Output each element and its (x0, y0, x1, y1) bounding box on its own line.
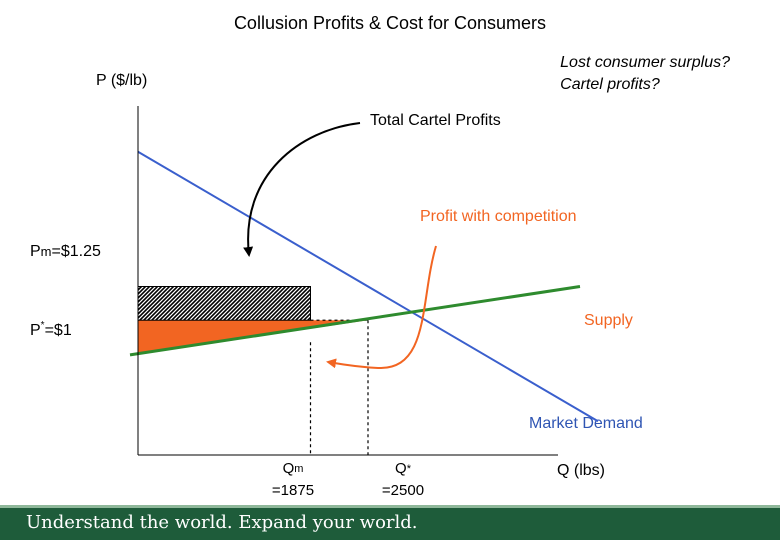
footer-accent-line (0, 505, 780, 508)
pm-sup: m (40, 244, 52, 259)
chart-canvas (129, 106, 599, 456)
market-demand-label: Market Demand (529, 415, 643, 432)
chart-title: Collusion Profits & Cost for Consumers (233, 13, 547, 33)
pstar-letter: P (30, 322, 41, 339)
qm-label: Qm =1875 (258, 458, 328, 502)
question-line-2: Cartel profits? (560, 76, 660, 93)
qstar-label: Q* =2500 (368, 458, 438, 502)
pm-value: =$1.25 (51, 243, 101, 260)
qstar-line-1: Q* (395, 460, 411, 477)
cartel-profit-arrow (243, 122, 361, 257)
monopoly-price-label: Pm=$1.25 (30, 243, 101, 261)
pstar-sup: * (40, 320, 45, 331)
profit-with-competition-label: Profit with competition (420, 208, 577, 225)
demand-curve (137, 150, 599, 423)
pm-letter: P (30, 243, 41, 260)
question-text: Lost consumer surplus? Cartel profits? (560, 52, 730, 96)
cartel-profit-area (137, 286, 311, 321)
qm-line-2: =1875 (271, 482, 315, 499)
qm-line-1: Qm (282, 460, 304, 477)
qstar-line-2: =2500 (381, 482, 425, 499)
total-cartel-profits-label: Total Cartel Profits (370, 112, 501, 129)
competition-profit-arrow (326, 245, 437, 370)
competitive-price-label: P*=$1 (30, 320, 72, 340)
x-axis-label: Q (lbs) (557, 462, 605, 479)
supply-label: Supply (584, 312, 633, 329)
footer-tagline: Understand the world. Expand your world. (26, 512, 418, 533)
supply-curve (129, 285, 581, 357)
question-line-1: Lost consumer surplus? (560, 54, 730, 71)
pstar-value: =$1 (44, 322, 72, 339)
footer-bar: Understand the world. Expand your world. (0, 505, 780, 540)
y-axis-label: P ($/lb) (96, 72, 148, 89)
